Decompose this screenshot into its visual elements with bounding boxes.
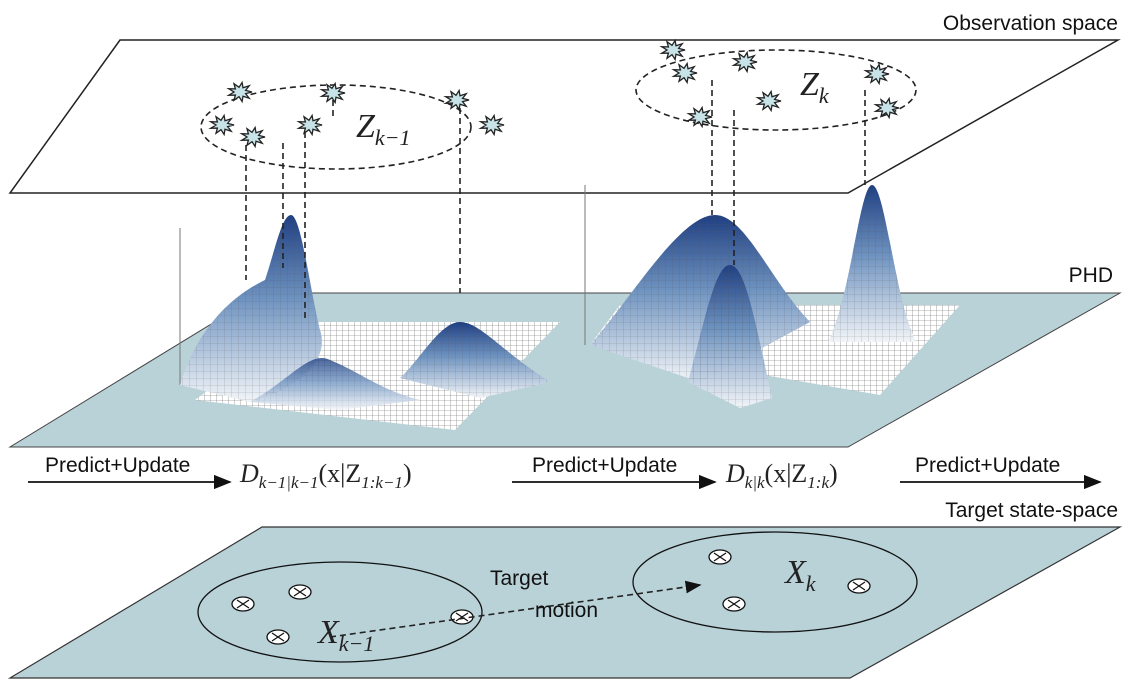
step-label: Predict+Update: [532, 454, 677, 477]
target: [267, 630, 289, 644]
plane-label: Target state-space: [945, 499, 1118, 522]
motion-label: motion: [535, 599, 598, 622]
plane-label: Observation space: [943, 12, 1118, 35]
target: [723, 597, 745, 611]
density-label: Dk|k(x|Z1:k): [725, 459, 838, 492]
target: [709, 550, 731, 564]
diagram: Observation space PHD Target state-space…: [0, 0, 1130, 681]
target: [289, 585, 311, 599]
plane-label: PHD: [1069, 264, 1113, 287]
step-label: Predict+Update: [45, 454, 190, 477]
target: [232, 597, 254, 611]
phd-plane: [10, 293, 1120, 447]
step-label: Predict+Update: [915, 454, 1060, 477]
motion-label: Target: [490, 567, 549, 590]
density-label: Dk−1|k−1(x|Z1:k−1): [239, 459, 412, 492]
target: [848, 579, 870, 593]
observation-plane: [10, 40, 1118, 193]
